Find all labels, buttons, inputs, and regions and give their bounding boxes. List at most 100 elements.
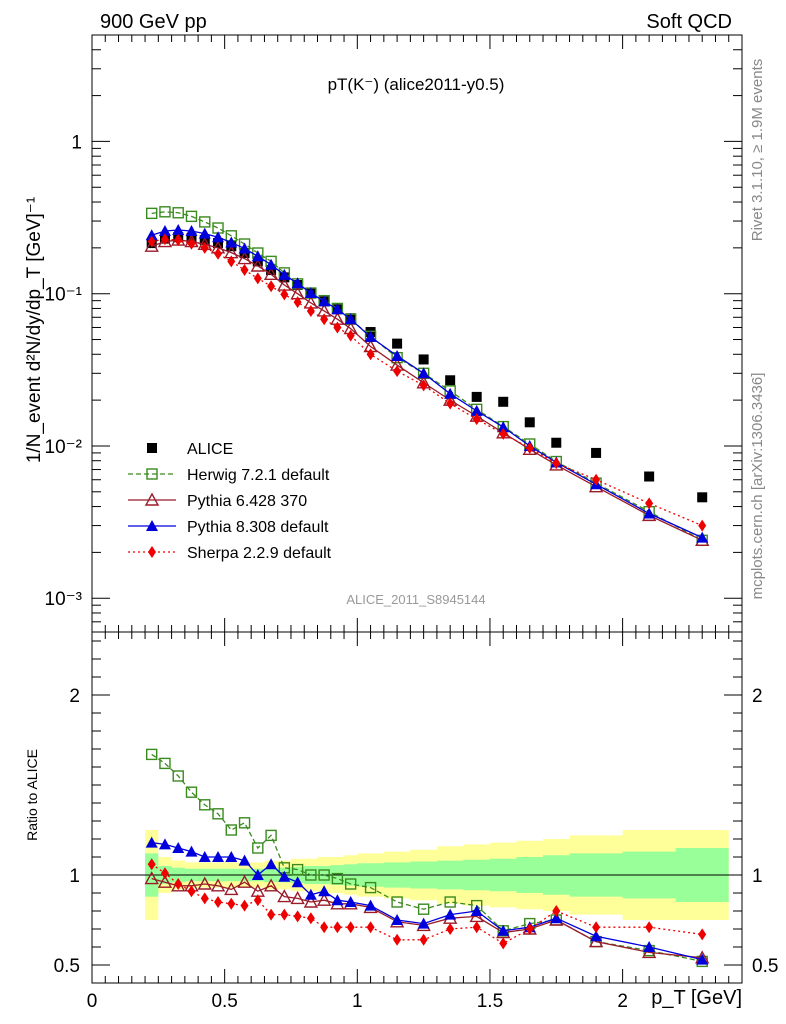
legend-item-herwig: Herwig 7.2.1 default (128, 467, 330, 484)
data-point (304, 287, 317, 299)
data-point (645, 497, 654, 510)
ratio-line (151, 753, 703, 963)
x-axis-label: p_T [GeV] (651, 987, 742, 1009)
data-point (251, 250, 264, 262)
ratio-point (472, 921, 481, 934)
ratio-point (145, 748, 158, 761)
legend-item-sherpa: Sherpa 2.2.9 default (128, 545, 332, 562)
data-point (497, 421, 510, 433)
data-point (445, 375, 456, 386)
data-point (366, 348, 375, 361)
data-point (293, 296, 302, 309)
data-point (265, 258, 278, 270)
ratio-point (197, 876, 212, 890)
ratio-point (147, 858, 156, 871)
ratio-point (198, 851, 211, 862)
data-point (145, 207, 158, 220)
ratio-axis-label: Ratio to ALICE (24, 749, 40, 841)
ratio-point (172, 770, 184, 782)
ratio-point (346, 921, 355, 934)
ratio-point (185, 845, 198, 857)
data-point (472, 413, 481, 426)
data-point (391, 349, 404, 361)
data-point (250, 258, 265, 272)
ratio-point (550, 912, 563, 924)
data-point (552, 457, 561, 470)
data-point (198, 227, 211, 239)
legend-marker (146, 520, 158, 531)
legend-marker (148, 546, 156, 558)
ratio-tick-label: 1 (69, 866, 80, 887)
data-point (344, 313, 357, 325)
ratio-point (172, 842, 185, 853)
header-left: 900 GeV pp (100, 11, 207, 33)
data-point (199, 235, 210, 246)
watermark: ALICE_2011_S8945144 (346, 592, 485, 607)
data-point (525, 441, 534, 454)
series-sherpa (147, 233, 707, 532)
data-point (214, 247, 223, 260)
legend-item-alice: ALICE (147, 441, 233, 458)
ratio-point (303, 894, 319, 908)
data-point (227, 255, 236, 268)
ratio-point (344, 878, 357, 890)
ratio-point (320, 921, 329, 934)
ratio-point (444, 896, 456, 908)
ratio-point (187, 885, 196, 898)
data-point (291, 277, 304, 289)
data-point (591, 447, 602, 458)
ratio-point (214, 896, 223, 908)
legend: ALICE Herwig 7.2.1 default Pythia 6.428 37… (128, 441, 332, 562)
ratio-point (391, 896, 403, 908)
data-point (446, 397, 455, 410)
ratio-point (212, 851, 225, 862)
ratio-line (151, 877, 703, 959)
ratio-point (159, 757, 171, 770)
data-point (471, 391, 482, 402)
legend-item-pythia8: Pythia 8.308 default (128, 519, 329, 536)
ratio-point (252, 842, 264, 854)
ratio-tick-label-right: 0.5 (752, 956, 778, 977)
y-tick-label: 1 (71, 132, 82, 153)
legend-label: Pythia 8.308 default (187, 519, 329, 536)
ratio-point (293, 910, 302, 923)
ratio-tick-label: 0.5 (54, 956, 80, 977)
data-point (644, 471, 655, 482)
ratio-point (157, 874, 173, 888)
data-point (320, 313, 329, 326)
data-point (444, 387, 457, 399)
ratio-frame (91, 631, 743, 984)
data-point (346, 329, 355, 342)
data-point (698, 519, 707, 532)
ratio-point (174, 878, 183, 890)
data-point (225, 236, 238, 248)
header-right: Soft QCD (646, 11, 732, 33)
x-tick-label: 2 (617, 991, 628, 1012)
data-point (524, 417, 535, 428)
data-point (393, 365, 402, 378)
data-point (333, 321, 342, 334)
axes-layer: 0 0.5 1 1.5 2 1 10⁻¹ 10⁻² 10⁻³ 0.5 0.5 1 1 2 2 (45, 34, 778, 1012)
legend-item-pythia6: Pythia 6.428 370 (128, 492, 307, 510)
data-point (267, 280, 276, 293)
data-point (185, 210, 198, 223)
ratio-point (240, 899, 249, 912)
y-tick-label: 10⁻³ (45, 589, 83, 610)
ratio-point (419, 933, 428, 946)
ratio-point (290, 890, 305, 905)
data-point (318, 295, 331, 307)
ratio-point (393, 933, 402, 946)
ratio-point (306, 912, 315, 925)
ratio-point (590, 930, 603, 942)
legend-marker (144, 492, 160, 506)
data-point (157, 234, 173, 248)
data-point (551, 437, 562, 448)
ratio-point (225, 824, 237, 836)
ratio-point (199, 799, 211, 811)
ratio-point (238, 817, 251, 829)
data-point (145, 229, 158, 241)
data-point (200, 241, 209, 254)
ratio-point (333, 921, 342, 934)
ratio-point (444, 908, 457, 920)
